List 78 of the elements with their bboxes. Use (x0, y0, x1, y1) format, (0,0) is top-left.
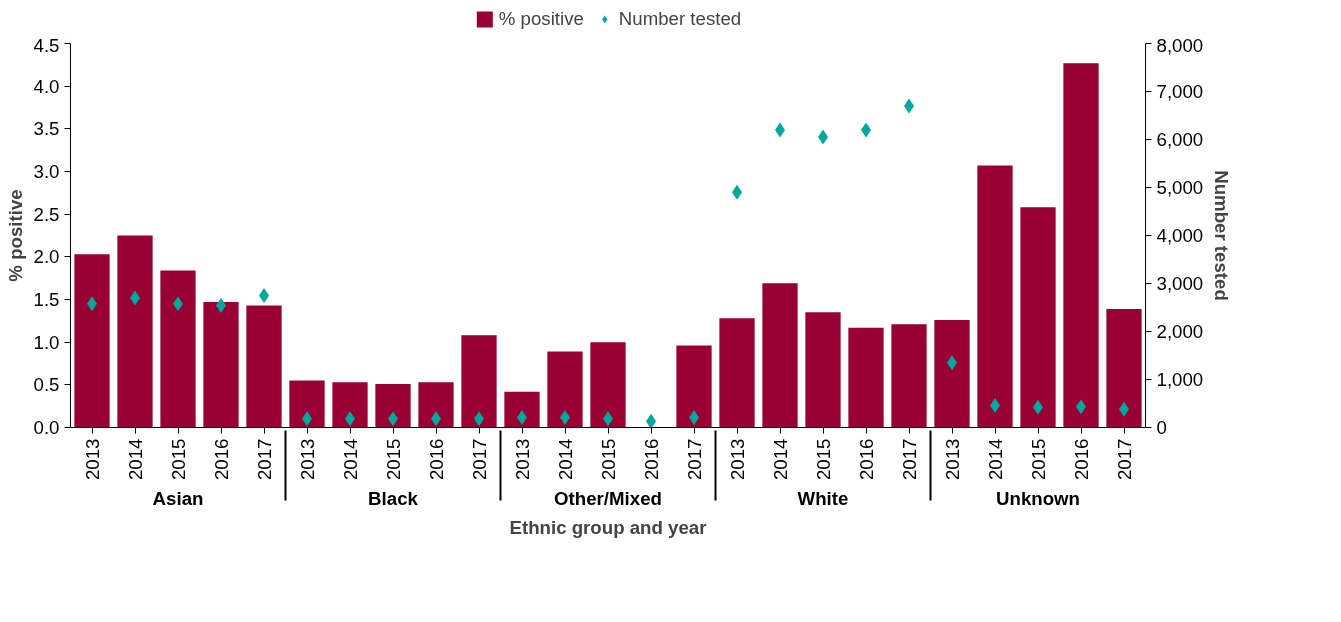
text: Other/Mixed (554, 488, 662, 509)
x-tick-label: 2016 (1070, 438, 1092, 480)
bar (74, 254, 110, 428)
y-tick-label: 0.5 (33, 374, 60, 396)
bar (762, 283, 798, 428)
x-tick-label: 2016 (640, 438, 662, 480)
x-tick-label: 2014 (124, 438, 146, 480)
bar (375, 383, 411, 428)
x-tick-label: 2014 (984, 438, 1006, 480)
x-tick-label: 2013 (941, 438, 963, 480)
x-tick-label: 2014 (554, 438, 576, 480)
text: Black (368, 488, 419, 509)
x-tick-label: 2016 (855, 438, 877, 480)
x-tick-label: 2014 (339, 438, 361, 480)
x-tick-label: 2015 (382, 438, 404, 480)
text: Unknown (996, 488, 1080, 509)
bar (1063, 63, 1099, 428)
y2-tick-label: 3,000 (1156, 273, 1204, 294)
y2-axis-title: Number tested (1211, 170, 1233, 301)
y2-tick-label: 4,000 (1156, 225, 1204, 246)
y-axis-title: % positive (4, 189, 26, 282)
x-tick-label: 2017 (253, 438, 275, 480)
y-tick-label: 2.5 (33, 203, 60, 225)
bar (1106, 308, 1142, 428)
y2-tick-label: 5,000 (1156, 177, 1204, 198)
y-tick-label: 4.5 (33, 34, 60, 56)
bar (117, 235, 153, 428)
text: Asian (152, 488, 204, 509)
x-tick-label: 2017 (468, 438, 490, 480)
bar (547, 351, 583, 428)
bar (805, 312, 841, 428)
bar (246, 305, 282, 428)
x-tick-label: 2016 (210, 438, 232, 480)
bar (891, 324, 927, 428)
bar (719, 318, 755, 428)
bar (418, 382, 454, 428)
bar (934, 319, 970, 428)
x-tick-label: 2017 (1113, 438, 1135, 480)
x-tick-label: 2014 (769, 438, 791, 480)
y2-tick-label: 0 (1156, 417, 1167, 438)
bar (160, 270, 196, 428)
x-tick-label: 2013 (296, 438, 318, 480)
x-axis-title: Ethnic group and year (509, 517, 707, 538)
y-tick-label: 2.0 (33, 246, 60, 268)
y2-tick-label: 1,000 (1156, 369, 1204, 390)
bar (977, 165, 1013, 428)
y-tick-label: 0.0 (33, 417, 60, 438)
y2-tick-label: 6,000 (1156, 129, 1204, 150)
bar (203, 302, 239, 428)
bar (676, 345, 712, 428)
y-tick-label: 3.5 (33, 118, 60, 140)
x-tick-label: 2015 (812, 438, 834, 480)
y2-tick-label: 2,000 (1156, 321, 1204, 342)
x-tick-label: 2013 (511, 438, 533, 480)
x-tick-label: 2016 (425, 438, 447, 480)
y-tick-label: 1.5 (33, 289, 60, 310)
bar (504, 391, 540, 428)
y2-tick-label: 7,000 (1156, 81, 1204, 102)
y2-tick-label: 8,000 (1156, 34, 1204, 56)
bar (461, 335, 497, 428)
y-tick-label: 3.0 (33, 161, 60, 182)
legend-label: % positive (498, 8, 584, 30)
x-tick-label: 2017 (898, 438, 920, 480)
y-tick-label: 1.0 (33, 331, 60, 353)
x-tick-label: 2013 (726, 438, 748, 480)
x-tick-label: 2017 (683, 438, 705, 480)
bar (332, 382, 368, 428)
y-tick-label: 4.0 (33, 75, 60, 97)
legend-label: Number tested (618, 8, 742, 30)
bar (289, 380, 325, 428)
bar (1020, 207, 1056, 428)
bar (848, 327, 884, 428)
bar (590, 342, 626, 428)
x-tick-label: 2013 (81, 438, 103, 480)
x-tick-label: 2015 (1027, 438, 1049, 480)
x-tick-label: 2015 (167, 438, 189, 480)
x-tick-label: 2015 (597, 438, 619, 480)
text: White (797, 488, 849, 509)
